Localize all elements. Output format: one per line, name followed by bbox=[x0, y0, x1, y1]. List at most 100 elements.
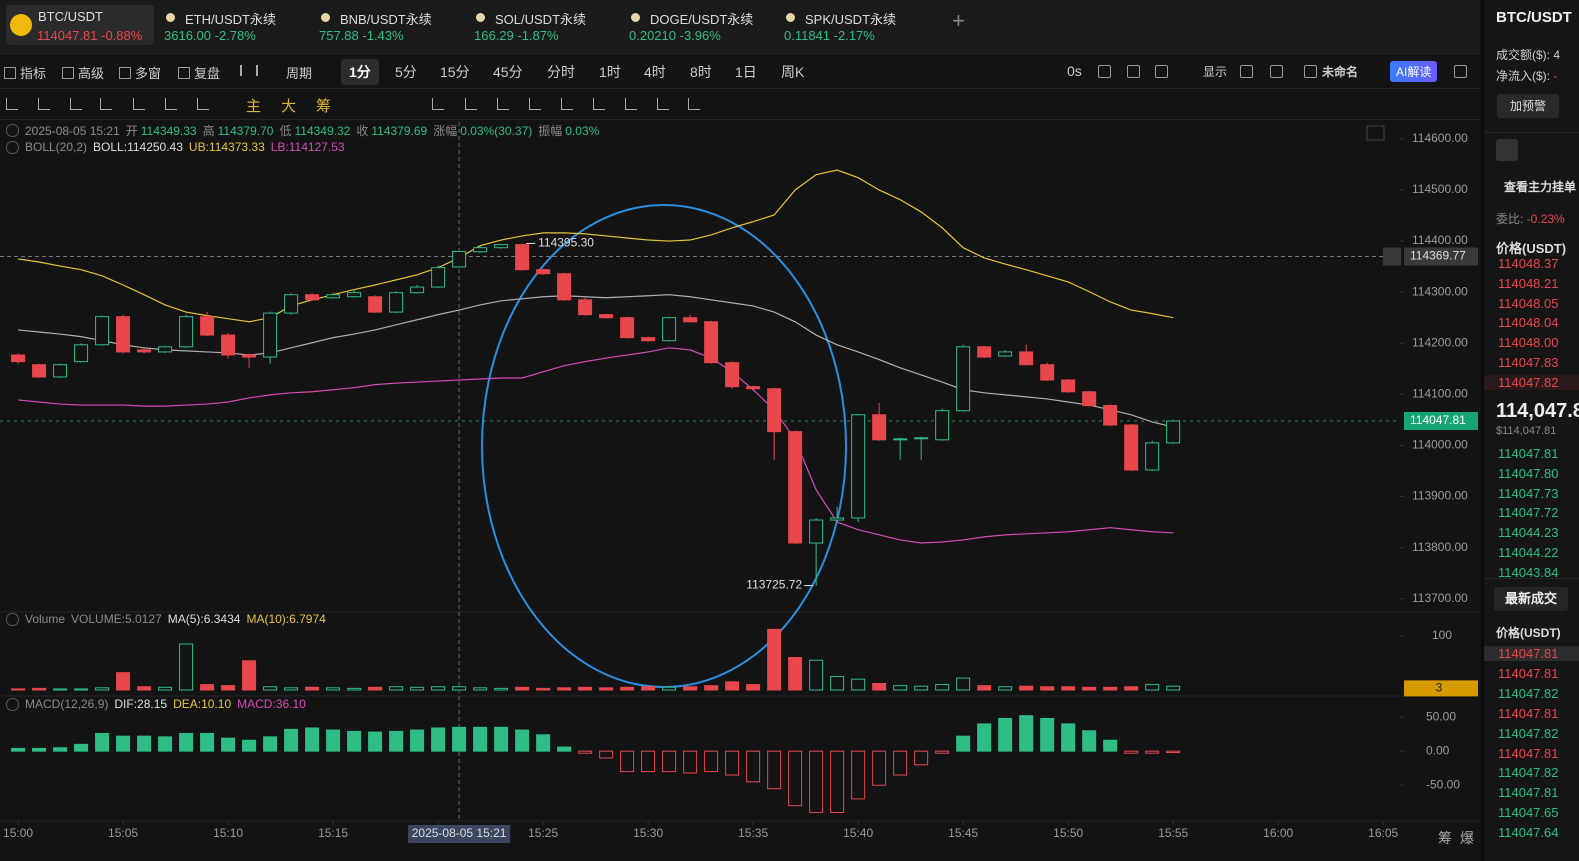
volume-bar bbox=[1082, 686, 1097, 691]
interval[interactable]: 分时 bbox=[547, 64, 575, 80]
candle-body bbox=[788, 431, 803, 544]
draw-tool[interactable] bbox=[688, 98, 700, 110]
candle-body bbox=[1061, 379, 1076, 393]
chart-type[interactable] bbox=[240, 65, 258, 76]
candle-body bbox=[746, 386, 761, 390]
right-tool[interactable]: 显示 bbox=[1203, 65, 1228, 79]
macd-bar bbox=[704, 750, 719, 773]
macd-bar bbox=[284, 728, 299, 752]
draw-tool[interactable] bbox=[625, 98, 637, 110]
tool-button[interactable]: 复盘 bbox=[178, 63, 220, 82]
draw-tool[interactable] bbox=[165, 98, 177, 110]
macd-bar bbox=[809, 750, 824, 814]
draw-tool[interactable] bbox=[100, 98, 112, 110]
macd-bar bbox=[1082, 730, 1097, 752]
label: 高级 bbox=[78, 66, 105, 81]
chart: 113700.00 113800.00 113900.00 114000.00 1141… bbox=[0, 122, 1480, 843]
icon[interactable] bbox=[1155, 65, 1168, 78]
y-tick-label: 114600.00 bbox=[1412, 131, 1468, 145]
candle-body bbox=[851, 414, 866, 519]
candle-body bbox=[1082, 391, 1097, 407]
icon[interactable] bbox=[1240, 65, 1253, 78]
orders-title[interactable]: 查看主力挂单 bbox=[1504, 180, 1577, 194]
volume-bar bbox=[1103, 686, 1118, 691]
interval[interactable]: 周K bbox=[781, 64, 805, 80]
volume-bar bbox=[809, 659, 824, 691]
right-tool[interactable]: 未命名 bbox=[1322, 65, 1359, 79]
ask-price: 114047.83 bbox=[1498, 355, 1559, 370]
tool-button[interactable]: 指标 bbox=[4, 63, 46, 82]
draw-tool[interactable] bbox=[561, 98, 573, 110]
crosshair-plus bbox=[1383, 247, 1401, 266]
crosshair-price: 114369.77 bbox=[1410, 249, 1466, 263]
icon[interactable] bbox=[1304, 65, 1317, 78]
trades-title[interactable]: 最新成交 bbox=[1494, 587, 1568, 611]
macd-bar bbox=[851, 750, 866, 800]
period[interactable]: 周期 bbox=[286, 66, 313, 81]
draw-tool[interactable] bbox=[465, 98, 477, 110]
interval[interactable]: 45分 bbox=[493, 64, 523, 80]
volume-bar bbox=[431, 686, 446, 691]
draw-tool[interactable] bbox=[497, 98, 509, 110]
right-tool[interactable]: 0s bbox=[1067, 63, 1082, 79]
interval[interactable]: 1分 bbox=[341, 59, 379, 85]
candle-body bbox=[998, 351, 1013, 357]
icon[interactable] bbox=[6, 612, 19, 626]
x-tick-label: 15:40 bbox=[843, 826, 873, 840]
y-tick-label: 100 bbox=[1432, 628, 1452, 642]
draw-tool[interactable] bbox=[657, 98, 669, 110]
icon[interactable] bbox=[1127, 65, 1140, 78]
y-tick-label: 113800.00 bbox=[1412, 540, 1468, 554]
tab[interactable]: SPK/USDT永续 0.11841 -2.17% bbox=[783, 5, 923, 45]
last-usd: $114,047.81 bbox=[1496, 425, 1557, 437]
interval[interactable]: 5分 bbox=[395, 64, 417, 80]
tab[interactable]: SOL/USDT永续 166.29 -1.87% bbox=[473, 5, 613, 45]
draw-tool[interactable] bbox=[6, 98, 18, 110]
draw-tool[interactable] bbox=[529, 98, 541, 110]
macd-bar bbox=[95, 732, 110, 752]
divider bbox=[1484, 132, 1579, 133]
candle-body bbox=[53, 364, 68, 378]
volume-bar bbox=[200, 684, 215, 691]
bid-price: 114047.81 bbox=[1498, 446, 1559, 461]
draw-tool[interactable] bbox=[432, 98, 444, 110]
interval[interactable]: 1时 bbox=[599, 64, 621, 80]
view-tab[interactable] bbox=[1496, 139, 1518, 161]
draw-tool[interactable] bbox=[197, 98, 209, 110]
corner-1[interactable]: 筹 bbox=[1438, 830, 1452, 846]
icon[interactable] bbox=[1270, 65, 1283, 78]
draw-tool[interactable] bbox=[70, 98, 82, 110]
tab[interactable]: ETH/USDT永续 3616.00 -2.78% bbox=[163, 5, 303, 45]
interval[interactable]: 4时 bbox=[644, 64, 666, 80]
icon[interactable] bbox=[6, 697, 19, 711]
add-tab[interactable]: + bbox=[952, 8, 965, 33]
icon[interactable] bbox=[1454, 65, 1467, 78]
tool-button[interactable]: 高级 bbox=[62, 63, 104, 82]
icon[interactable] bbox=[1098, 65, 1111, 78]
indicator-tool[interactable]: 大 bbox=[281, 98, 297, 115]
indicator-tool[interactable]: 主 bbox=[246, 98, 262, 115]
tab[interactable]: DOGE/USDT永续 0.20210 -3.96% bbox=[628, 5, 768, 45]
volume-bar bbox=[116, 672, 131, 691]
right-tool[interactable]: AI解读 bbox=[1390, 61, 1438, 82]
indicator-tool[interactable]: 筹 bbox=[316, 98, 332, 115]
macd-bar bbox=[242, 739, 257, 752]
draw-tool[interactable] bbox=[593, 98, 605, 110]
icon[interactable] bbox=[6, 140, 19, 154]
volume-bar bbox=[389, 686, 404, 691]
interval[interactable]: 15分 bbox=[440, 64, 470, 80]
alert-button[interactable]: 加预警 bbox=[1497, 94, 1559, 118]
interval[interactable]: 8时 bbox=[690, 64, 712, 80]
legend-item: DEA:10.10 bbox=[173, 697, 232, 711]
draw-tool[interactable] bbox=[133, 98, 145, 110]
draw-tool[interactable] bbox=[38, 98, 50, 110]
expand-icon[interactable] bbox=[1366, 125, 1385, 141]
tab[interactable]: BTC/USDT 114047.81 -0.88% bbox=[6, 5, 154, 45]
tab[interactable]: BNB/USDT永续 757.88 -1.43% bbox=[318, 5, 458, 45]
volume-bar bbox=[536, 687, 551, 691]
interval[interactable]: 1日 bbox=[735, 64, 757, 80]
icon[interactable] bbox=[6, 124, 19, 137]
corner-2[interactable]: 爆 bbox=[1460, 830, 1474, 846]
crosshair-price-box bbox=[1404, 247, 1478, 266]
tool-button[interactable]: 多窗 bbox=[119, 63, 161, 82]
